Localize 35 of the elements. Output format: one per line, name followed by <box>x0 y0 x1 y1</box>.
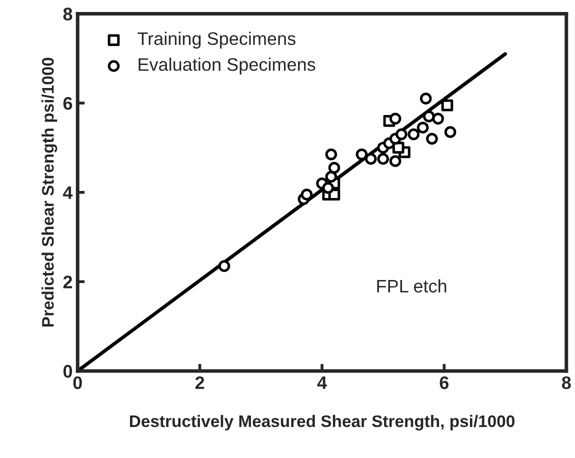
point <box>423 110 435 122</box>
y-tick-label: 6 <box>63 96 72 110</box>
legend-label: Evaluation Specimens <box>138 58 316 74</box>
point <box>389 155 402 168</box>
point <box>416 122 429 134</box>
point <box>218 260 230 272</box>
y-tick-label: 8 <box>63 8 72 20</box>
x-tick-label: 8 <box>562 376 571 390</box>
x-tick-label: 2 <box>195 376 204 389</box>
legend-label: Training Specimens <box>138 32 296 49</box>
point <box>300 188 313 200</box>
y-axis-title: Predicted Shear Strength psi/1000 <box>42 58 58 326</box>
point <box>441 99 454 112</box>
point <box>408 128 420 140</box>
x-tick-label: 4 <box>317 376 327 389</box>
point <box>325 170 338 183</box>
point <box>322 182 334 194</box>
point <box>432 112 444 125</box>
x-tick-label: 6 <box>440 376 449 390</box>
point <box>444 126 456 138</box>
point <box>364 152 377 165</box>
point <box>389 112 402 125</box>
point <box>356 148 368 160</box>
annotation: FPL etch <box>377 279 446 293</box>
point <box>426 132 438 145</box>
point <box>396 128 408 140</box>
point <box>420 92 432 104</box>
x-axis-title: Destructively Measured Shear Strength, psi/1000 <box>130 414 514 431</box>
point <box>328 162 340 174</box>
point <box>377 152 390 165</box>
y-tick-label: 4 <box>62 186 73 199</box>
y-tick-label: 0 <box>63 364 72 378</box>
y-tick-label: 2 <box>63 276 72 288</box>
x-tick-label: 0 <box>73 376 82 390</box>
point <box>325 148 338 160</box>
